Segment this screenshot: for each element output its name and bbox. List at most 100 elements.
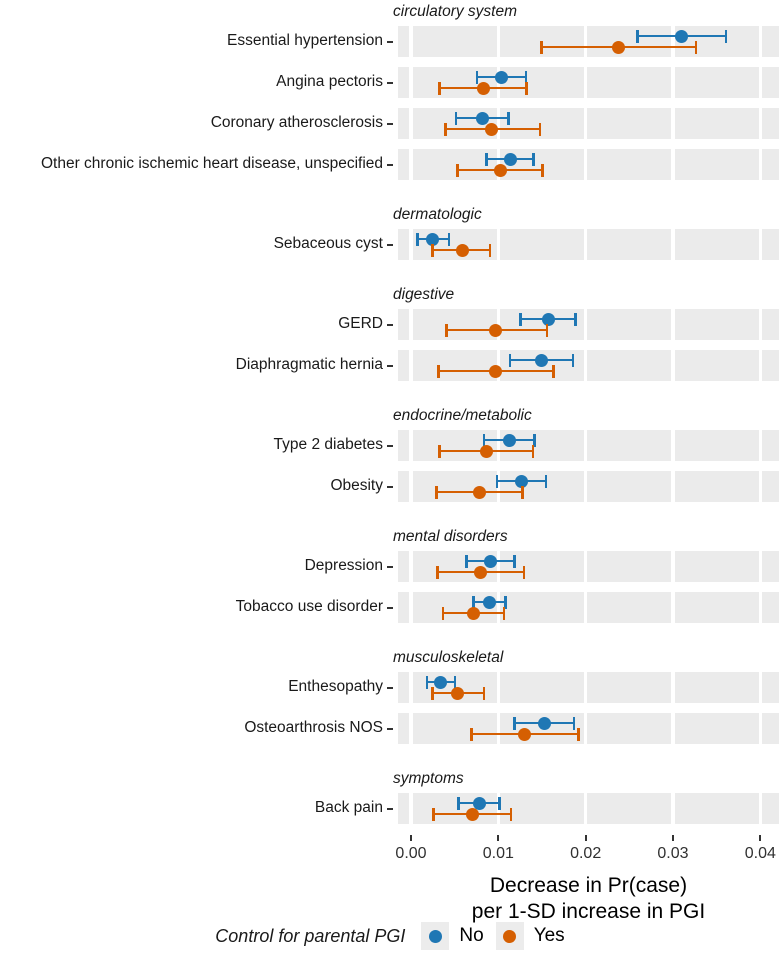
panel-band	[398, 309, 779, 340]
gridline	[496, 108, 501, 139]
gridline	[409, 471, 413, 502]
gridline	[671, 551, 675, 582]
facet-title: circulatory system	[393, 3, 518, 20]
errorbar-no-cap-left	[416, 232, 419, 246]
x-axis-title-line-2: per 1-SD increase in PGI	[471, 900, 706, 923]
point-yes	[489, 323, 503, 337]
gridline	[758, 350, 763, 381]
legend-entry-yes: Yes	[495, 922, 565, 950]
point-no	[541, 312, 555, 326]
facet-title: dermatologic	[393, 206, 482, 223]
errorbar-yes-cap-right	[522, 565, 526, 579]
facet-title: mental disorders	[393, 528, 508, 545]
x-axis-tick-label: 0.04	[744, 845, 776, 862]
errorbar-no-cap-left	[425, 675, 429, 689]
point-no	[538, 716, 552, 730]
legend: Control for parental PGI No Yes	[0, 918, 780, 954]
gridline	[583, 672, 588, 703]
point-no	[504, 152, 518, 166]
gridline	[409, 229, 413, 260]
gridline	[758, 309, 763, 340]
y-axis-tick	[387, 40, 393, 43]
gridline	[758, 149, 763, 180]
y-axis-tick	[387, 444, 393, 447]
errorbar-no-cap-right	[453, 675, 457, 689]
x-axis-tick	[497, 835, 500, 841]
gridline	[758, 672, 763, 703]
point-no	[675, 29, 689, 43]
y-axis-tick	[387, 364, 393, 367]
errorbar-yes-cap-right	[552, 364, 556, 378]
errorbar-no-cap-left	[457, 796, 460, 810]
panel-band	[398, 592, 779, 623]
gridline	[758, 229, 763, 260]
errorbar-yes-cap-left	[431, 243, 434, 257]
point-no	[476, 111, 490, 125]
gridline	[758, 713, 763, 744]
gridline	[671, 108, 675, 139]
gridline	[583, 430, 588, 461]
point-yes	[472, 485, 486, 499]
gridline	[496, 26, 501, 57]
errorbar-yes-cap-right	[541, 163, 544, 177]
panel-band	[398, 67, 779, 98]
errorbar-yes-cap-left	[456, 163, 459, 177]
gridline	[671, 592, 675, 623]
gridline	[671, 430, 675, 461]
gridline	[583, 229, 588, 260]
gridline	[409, 551, 413, 582]
errorbar-no-cap-right	[524, 70, 528, 84]
errorbar-no-cap-right	[513, 554, 516, 568]
x-axis-tick	[671, 835, 674, 841]
errorbar-yes-cap-right	[538, 122, 542, 136]
gridline	[758, 67, 763, 98]
errorbar-no-cap-right	[532, 152, 535, 166]
gridline	[496, 471, 501, 502]
y-axis-tick	[387, 686, 393, 689]
errorbar-no-cap-right	[571, 353, 575, 367]
x-axis-tick-label: 0.02	[570, 845, 602, 862]
errorbar-yes-cap-left	[437, 364, 440, 378]
condition-label: Depression	[304, 556, 383, 574]
errorbar-yes-cap-left	[540, 40, 543, 54]
point-yes	[484, 122, 498, 136]
errorbar-yes-cap-left	[431, 807, 435, 821]
y-axis-tick	[387, 81, 393, 84]
gridline	[583, 592, 588, 623]
panel-band	[398, 149, 779, 180]
gridline	[496, 793, 501, 824]
gridline	[758, 108, 763, 139]
y-axis-tick	[387, 606, 393, 609]
errorbar-no-cap-left	[465, 554, 468, 568]
gridline	[671, 713, 675, 744]
errorbar-yes-cap-left	[470, 727, 473, 741]
y-axis-tick	[387, 727, 393, 730]
gridline	[671, 672, 675, 703]
gridline	[583, 551, 588, 582]
x-axis-tick	[410, 835, 412, 841]
point-no	[495, 70, 509, 84]
x-axis-tick-label: 0.03	[657, 845, 689, 862]
gridline	[583, 309, 588, 340]
errorbar-no-cap-left	[475, 70, 479, 84]
point-no	[483, 595, 497, 609]
errorbar-no-cap-left	[454, 111, 458, 125]
gridline	[496, 672, 501, 703]
gridline	[496, 430, 501, 461]
condition-label: Angina pectoris	[276, 72, 383, 90]
errorbar-no-cap-left	[513, 716, 516, 730]
gridline	[409, 430, 413, 461]
y-axis-tick	[387, 163, 393, 166]
errorbar-no-cap-left	[636, 29, 639, 43]
errorbar-no-cap-left	[482, 433, 486, 447]
gridline	[496, 229, 501, 260]
facet-title: digestive	[393, 286, 455, 303]
gridline	[409, 149, 413, 180]
facet-title: symptoms	[393, 770, 464, 787]
panel-band	[398, 350, 779, 381]
gridline	[758, 793, 763, 824]
gridline	[671, 793, 675, 824]
errorbar-yes-cap-right	[502, 606, 506, 620]
point-no	[426, 232, 440, 246]
